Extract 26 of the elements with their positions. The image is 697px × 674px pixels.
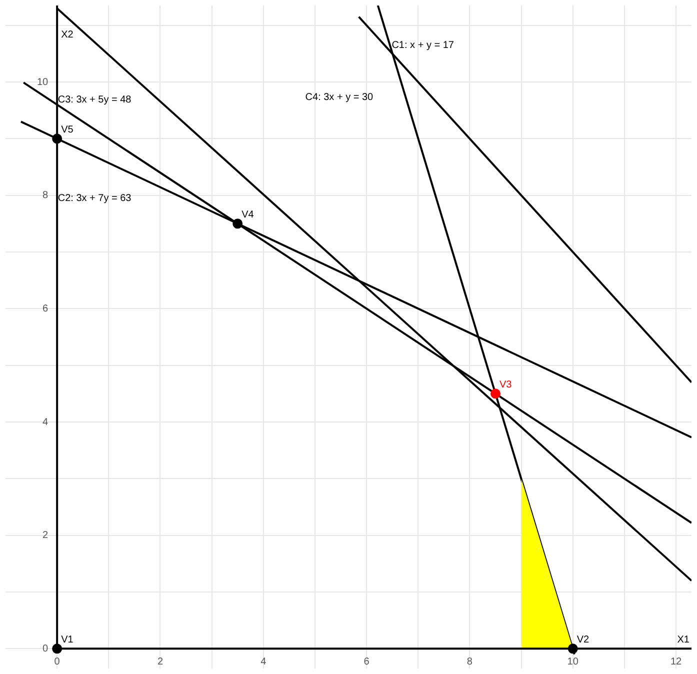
- annotation: C4: 3x + y = 30: [305, 92, 374, 103]
- x-axis-title: X1: [677, 634, 690, 646]
- series-label: V5: [61, 124, 74, 136]
- point: [232, 218, 243, 229]
- series-label: V4: [242, 209, 254, 220]
- series-label: V2: [576, 634, 590, 646]
- y-tick-label: 2: [42, 530, 49, 542]
- y-tick-label: 6: [42, 303, 49, 314]
- x-tick-label: 12: [670, 656, 682, 668]
- point: [490, 388, 500, 399]
- annotation: C3: 3x + 5y = 48: [58, 94, 132, 106]
- x-tick-label: 0: [54, 656, 60, 668]
- x-tick-label: 4: [260, 656, 267, 668]
- x-tick-label: 10: [567, 656, 579, 668]
- annotation: C1: x + y = 17: [392, 40, 454, 51]
- y-tick-label: 10: [36, 76, 49, 88]
- y-tick-label: 4: [42, 416, 49, 428]
- annotation: C2: 3x + 7y = 63: [58, 192, 132, 204]
- series-label: V1: [61, 634, 74, 646]
- series-label: V3: [500, 379, 512, 390]
- y-tick-label: 0: [42, 643, 49, 654]
- x-tick-label: 6: [364, 656, 370, 668]
- y-tick-label: 8: [42, 190, 49, 202]
- y-axis-title: X2: [61, 29, 74, 40]
- x-tick-label: 2: [157, 656, 164, 668]
- x-tick-label: 8: [466, 656, 473, 668]
